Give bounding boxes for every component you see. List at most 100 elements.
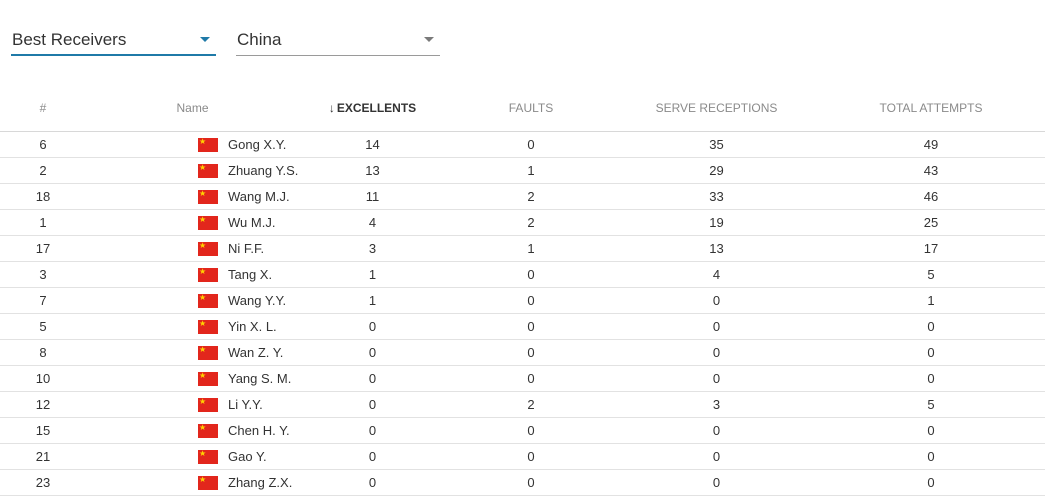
- arrow-down-icon: ↓: [328, 100, 335, 115]
- player-name[interactable]: Wang M.J.: [228, 189, 290, 205]
- rank-cell: 3: [0, 261, 86, 288]
- rank-cell: 1: [0, 209, 86, 236]
- player-name[interactable]: Gao Y.: [228, 449, 267, 465]
- stat-type-value: Best Receivers: [12, 30, 127, 49]
- table-header-row: # Name ↓ EXCELLENTS FAULTS SERVE RECEPTIO…: [0, 84, 1045, 132]
- chevron-down-icon: [424, 37, 434, 42]
- china-flag-icon: [198, 135, 218, 153]
- rank-cell: 2: [0, 157, 86, 184]
- serve-receptions-cell: 35: [616, 131, 817, 158]
- total-attempts-cell: 0: [817, 469, 1045, 496]
- excellents-cell: 0: [299, 339, 446, 366]
- excellents-cell: 1: [299, 261, 446, 288]
- faults-cell: 0: [446, 469, 616, 496]
- faults-cell: 2: [446, 183, 616, 210]
- chevron-down-icon: [200, 37, 210, 42]
- player-name[interactable]: Wu M.J.: [228, 215, 276, 231]
- total-attempts-cell: 49: [817, 131, 1045, 158]
- column-header-serve-receptions[interactable]: SERVE RECEPTIONS: [616, 84, 817, 132]
- serve-receptions-cell: 3: [616, 391, 817, 418]
- player-name[interactable]: Ni F.F.: [228, 241, 265, 257]
- serve-receptions-cell: 0: [616, 287, 817, 314]
- column-header-rank[interactable]: #: [0, 84, 86, 132]
- faults-cell: 1: [446, 157, 616, 184]
- serve-receptions-cell: 19: [616, 209, 817, 236]
- player-name[interactable]: Tang X.: [228, 267, 273, 283]
- serve-receptions-cell: 0: [616, 469, 817, 496]
- china-flag-icon: [198, 317, 218, 335]
- player-name[interactable]: Zhang Z.X.: [228, 475, 293, 491]
- name-cell: Yang S. M.: [86, 365, 299, 392]
- faults-cell: 0: [446, 131, 616, 158]
- china-flag-icon: [198, 161, 218, 179]
- faults-cell: 0: [446, 365, 616, 392]
- country-dropdown[interactable]: China: [236, 28, 440, 56]
- serve-receptions-cell: 0: [616, 365, 817, 392]
- excellents-cell: 11: [299, 183, 446, 210]
- excellents-cell: 0: [299, 365, 446, 392]
- column-header-total-attempts[interactable]: TOTAL ATTEMPTS: [817, 84, 1045, 132]
- china-flag-icon: [198, 265, 218, 283]
- china-flag-icon: [198, 291, 218, 309]
- total-attempts-cell: 5: [817, 261, 1045, 288]
- player-name[interactable]: Yin X. L.: [228, 319, 277, 335]
- faults-cell: 0: [446, 339, 616, 366]
- rank-cell: 10: [0, 365, 86, 392]
- name-cell: Ni F.F.: [86, 235, 299, 262]
- name-cell: Gao Y.: [86, 443, 299, 470]
- rank-cell: 12: [0, 391, 86, 418]
- excellents-cell: 0: [299, 443, 446, 470]
- faults-cell: 0: [446, 417, 616, 444]
- player-name[interactable]: Gong X.Y.: [228, 137, 287, 153]
- player-name[interactable]: Chen H. Y.: [228, 423, 290, 439]
- total-attempts-cell: 46: [817, 183, 1045, 210]
- name-cell: Wu M.J.: [86, 209, 299, 236]
- name-cell: Li Y.Y.: [86, 391, 299, 418]
- serve-receptions-cell: 33: [616, 183, 817, 210]
- player-name[interactable]: Yang S. M.: [228, 371, 292, 387]
- china-flag-icon: [198, 239, 218, 257]
- faults-cell: 0: [446, 287, 616, 314]
- china-flag-icon: [198, 447, 218, 465]
- total-attempts-cell: 17: [817, 235, 1045, 262]
- stat-type-dropdown[interactable]: Best Receivers: [11, 28, 216, 56]
- name-cell: Zhuang Y.S.: [86, 157, 299, 184]
- column-header-excellents[interactable]: ↓ EXCELLENTS: [299, 84, 446, 132]
- serve-receptions-cell: 13: [616, 235, 817, 262]
- total-attempts-cell: 0: [817, 313, 1045, 340]
- name-cell: Gong X.Y.: [86, 131, 299, 158]
- china-flag-icon: [198, 395, 218, 413]
- serve-receptions-cell: 4: [616, 261, 817, 288]
- total-attempts-cell: 0: [817, 365, 1045, 392]
- country-value: China: [237, 30, 282, 49]
- excellents-cell: 1: [299, 287, 446, 314]
- player-name[interactable]: Li Y.Y.: [228, 397, 263, 413]
- column-header-name[interactable]: Name: [86, 84, 299, 132]
- player-name[interactable]: Wang Y.Y.: [228, 293, 287, 309]
- serve-receptions-cell: 0: [616, 443, 817, 470]
- excellents-cell: 0: [299, 417, 446, 444]
- player-name[interactable]: Zhuang Y.S.: [228, 163, 299, 179]
- excellents-cell: 0: [299, 391, 446, 418]
- player-name[interactable]: Wan Z. Y.: [228, 345, 284, 361]
- column-header-faults[interactable]: FAULTS: [446, 84, 616, 132]
- rank-cell: 23: [0, 469, 86, 496]
- faults-cell: 0: [446, 261, 616, 288]
- excellents-cell: 14: [299, 131, 446, 158]
- name-cell: Wang M.J.: [86, 183, 299, 210]
- faults-cell: 1: [446, 235, 616, 262]
